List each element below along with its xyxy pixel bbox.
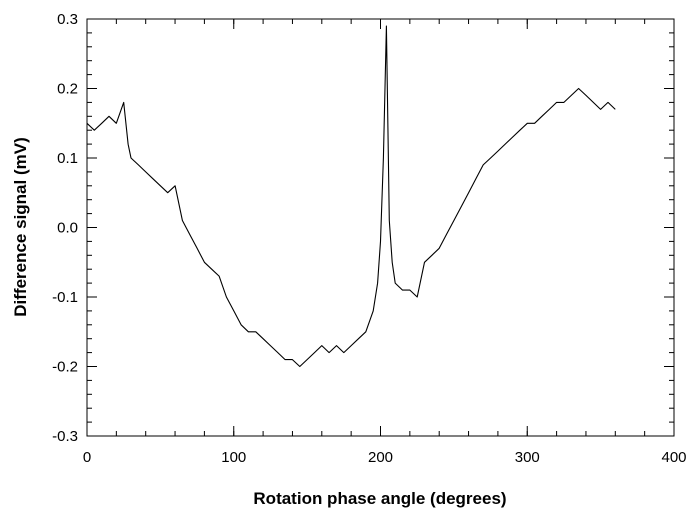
y-tick-label: -0.2 xyxy=(52,359,78,376)
x-tick-label: 100 xyxy=(221,449,246,466)
x-tick-label: 400 xyxy=(661,449,686,466)
x-tick-label: 200 xyxy=(368,449,393,466)
y-tick-label: 0.0 xyxy=(57,220,78,237)
y-tick-label: -0.1 xyxy=(52,289,78,306)
x-axis-label: Rotation phase angle (degrees) xyxy=(253,489,506,508)
x-tick-label: 300 xyxy=(515,449,540,466)
y-tick-label: 0.1 xyxy=(57,150,78,167)
y-axis-label: Difference signal (mV) xyxy=(11,137,30,317)
axis-tick-labels: 0 100 200 300 400 -0.3 -0.2 -0.1 0.0 0.1 0.2 0.3 xyxy=(52,11,686,466)
y-tick-label: 0.2 xyxy=(57,81,78,98)
axis-ticks xyxy=(86,18,675,437)
y-tick-label: 0.3 xyxy=(57,11,78,28)
series-line xyxy=(86,25,616,368)
x-tick-label: 0 xyxy=(83,449,91,466)
y-tick-label: -0.3 xyxy=(52,428,78,445)
